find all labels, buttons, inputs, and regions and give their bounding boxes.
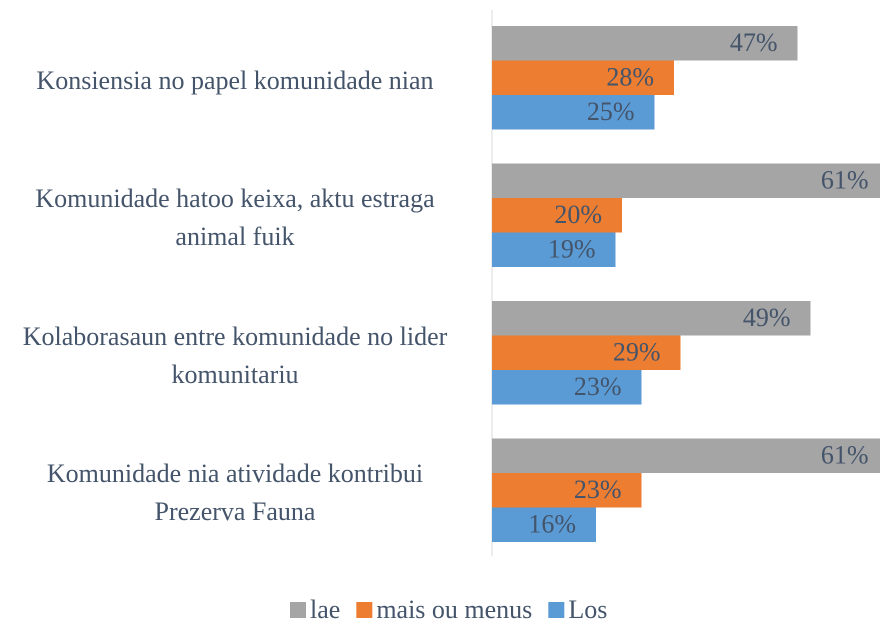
bar xyxy=(492,232,616,267)
bar xyxy=(492,370,642,405)
bar xyxy=(492,335,681,370)
bar xyxy=(492,198,622,233)
bar xyxy=(492,507,596,542)
bar xyxy=(492,473,642,508)
bar xyxy=(492,301,811,336)
bar xyxy=(492,163,880,198)
bar xyxy=(492,95,655,130)
value-label: 19% xyxy=(548,235,596,264)
value-label: 25% xyxy=(587,97,635,126)
legend-swatch xyxy=(548,602,565,618)
category-label: Kolaborasaun entre komunidade no lider k… xyxy=(22,321,448,389)
value-label: 23% xyxy=(574,372,622,401)
value-label: 49% xyxy=(743,303,791,332)
category-label: Konsiensia no papel komunidade nian xyxy=(36,65,434,95)
legend-swatch xyxy=(356,602,373,618)
legend-label: lae xyxy=(310,595,340,624)
legend-label: Los xyxy=(568,595,607,624)
bar xyxy=(492,60,674,95)
category-label: Komunidade nia atividade kontribui Preze… xyxy=(46,459,424,527)
value-label: 29% xyxy=(613,338,661,367)
value-label: 61% xyxy=(821,166,869,195)
value-label: 28% xyxy=(606,63,654,92)
value-label: 61% xyxy=(821,441,869,470)
bar xyxy=(492,438,880,473)
value-label: 47% xyxy=(730,28,778,57)
value-label: 16% xyxy=(528,510,576,539)
category-label: Komunidade hatoo keixa, aktu estraga ani… xyxy=(35,184,435,252)
legend-swatch xyxy=(290,602,306,618)
legend-label: mais ou menus xyxy=(376,595,532,624)
value-label: 23% xyxy=(574,475,622,504)
value-label: 20% xyxy=(554,200,602,229)
bar xyxy=(492,26,798,61)
